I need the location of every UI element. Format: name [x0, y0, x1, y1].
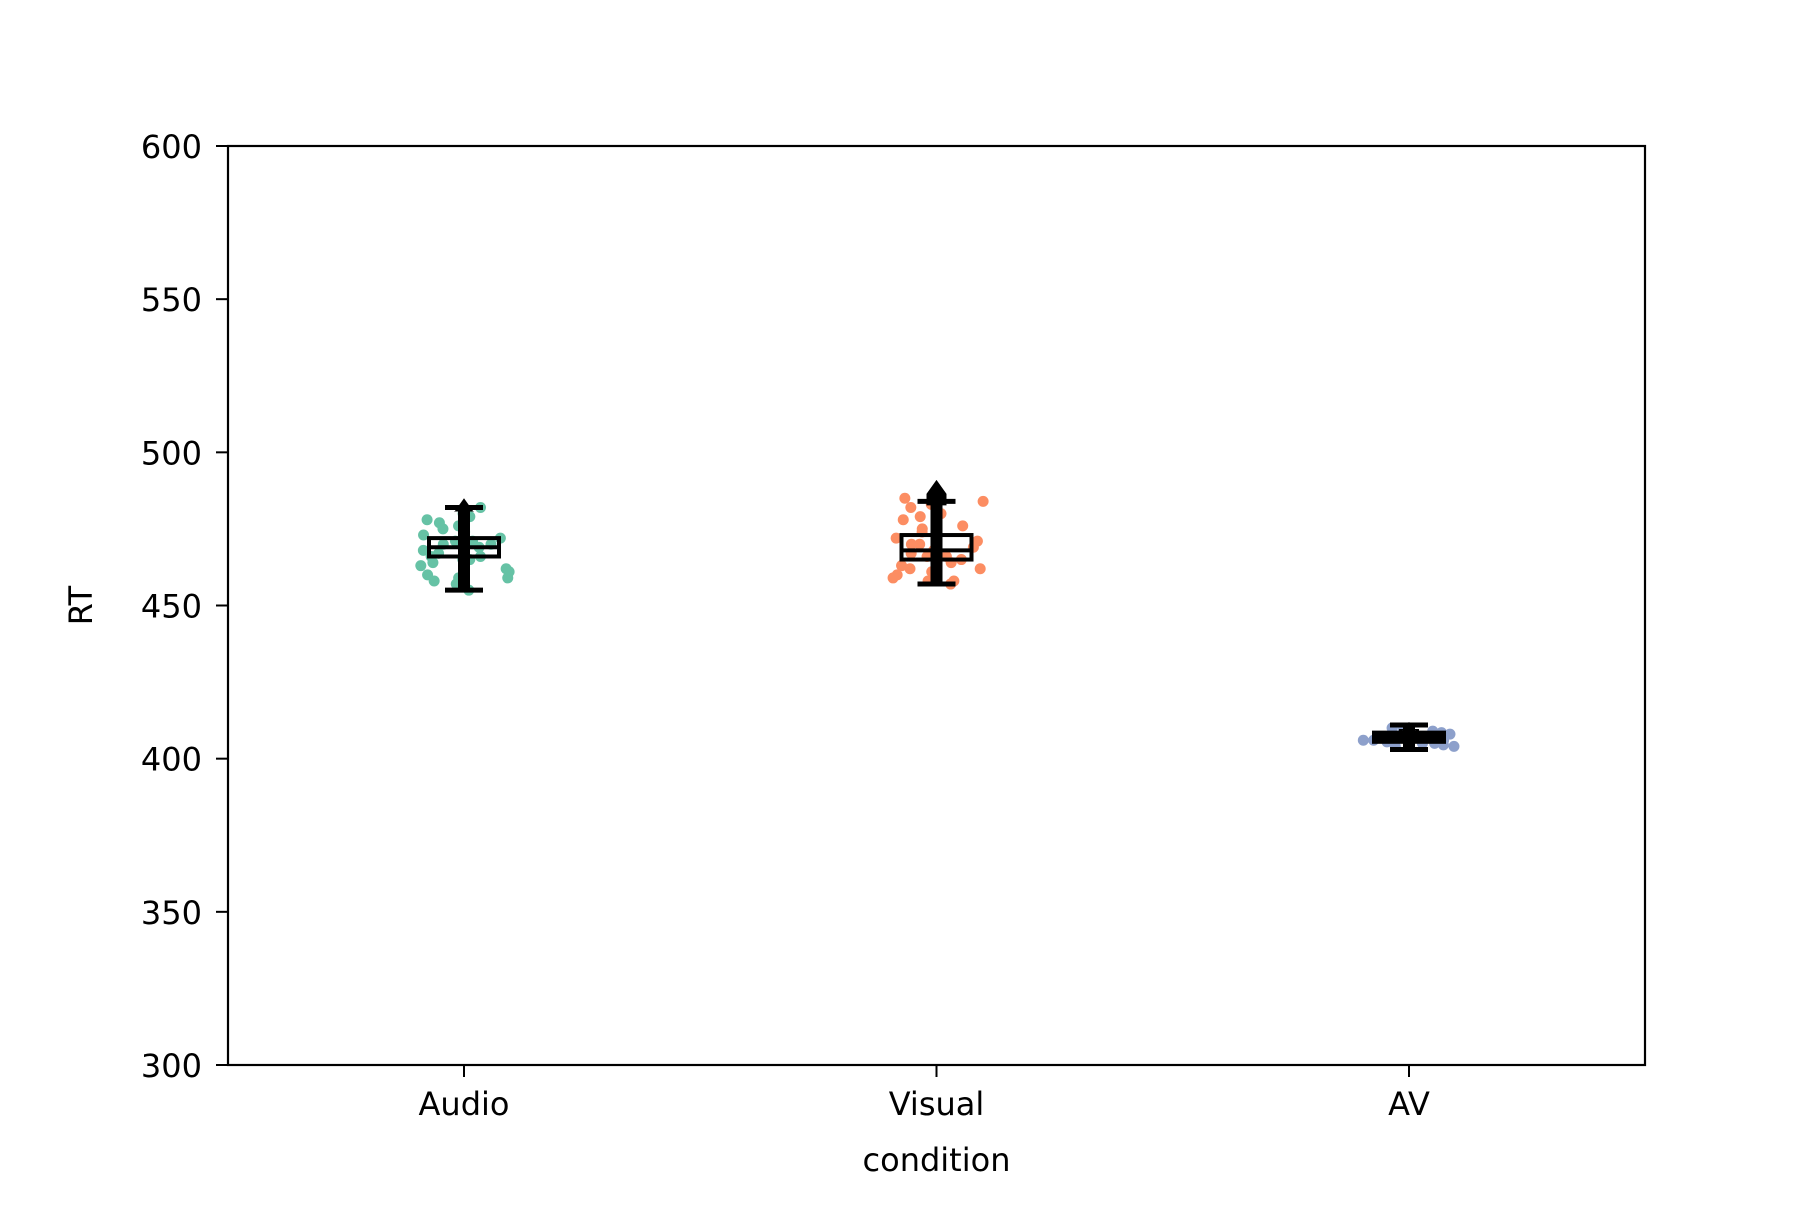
y-axis-label: RT — [62, 585, 100, 625]
y-tick-label: 600 — [141, 128, 202, 166]
data-point — [417, 544, 429, 556]
x-tick-label: Visual — [889, 1085, 985, 1123]
data-point — [977, 495, 989, 507]
plot-frame — [226, 144, 1647, 1067]
outlier-arrow — [1399, 721, 1419, 736]
data-point — [974, 563, 986, 575]
x-tick-label: AV — [1388, 1085, 1430, 1123]
data-point — [897, 514, 909, 526]
data-point — [905, 501, 917, 513]
boxes-layer — [427, 479, 1446, 752]
outlier-arrow — [454, 498, 474, 513]
data-point — [1357, 734, 1369, 746]
data-point — [914, 538, 926, 550]
x-tick-label: Audio — [419, 1085, 510, 1123]
data-point — [427, 557, 439, 569]
data-point — [437, 523, 449, 535]
data-point — [421, 514, 433, 526]
data-point — [428, 575, 440, 587]
y-tick-label: 350 — [141, 894, 202, 932]
data-point — [415, 560, 427, 572]
data-point — [899, 492, 911, 504]
data-point — [904, 563, 916, 575]
iqr-box — [899, 533, 974, 562]
x-axis-label: condition — [863, 1141, 1011, 1179]
data-point — [914, 511, 926, 523]
axes-layer: 300 350 400 450 500 550 600 Audio Visual AV — [141, 128, 1647, 1123]
data-point — [957, 520, 969, 532]
data-point — [502, 572, 514, 584]
data-point — [890, 532, 902, 544]
y-tick-label: 400 — [141, 741, 202, 779]
y-tick-label: 300 — [141, 1047, 202, 1085]
data-point — [1448, 740, 1460, 752]
data-point — [896, 560, 908, 572]
data-point — [905, 538, 917, 550]
outlier-arrow — [926, 479, 947, 506]
y-tick-label: 550 — [141, 281, 202, 319]
data-point — [418, 529, 430, 541]
y-tick-label: 450 — [141, 588, 202, 626]
data-point — [887, 572, 899, 584]
y-tick-label: 500 — [141, 434, 202, 472]
